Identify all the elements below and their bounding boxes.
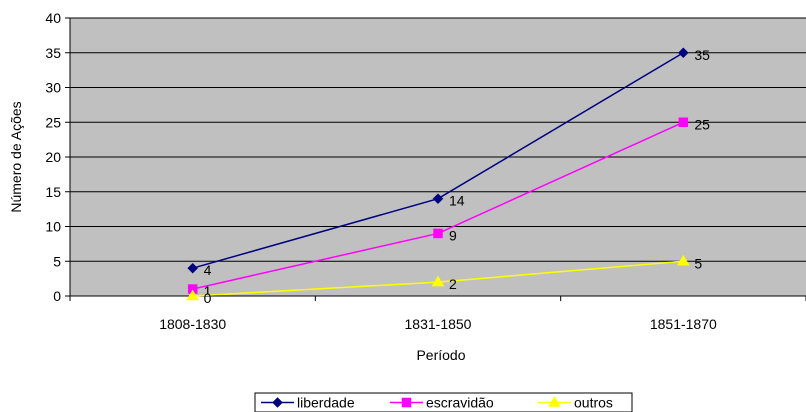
y-tick-label: 15	[45, 184, 61, 200]
y-tick-label: 35	[45, 45, 61, 61]
y-tick-label: 5	[53, 253, 61, 269]
data-label: 4	[204, 262, 212, 278]
legend: liberdade escravidão outros	[254, 392, 633, 412]
x-axis-title: Período	[416, 347, 465, 363]
y-tick-label: 30	[45, 80, 61, 96]
x-tick-label: 1808-1830	[159, 316, 226, 332]
y-axis-ticks: 0 5 10 15 20 25 30 35 40	[45, 10, 70, 304]
data-label: 1	[204, 283, 212, 299]
legend-marker	[548, 396, 561, 407]
data-point	[433, 228, 443, 239]
data-point	[678, 117, 689, 127]
data-point	[187, 262, 199, 274]
data-point	[676, 254, 690, 266]
y-tick-label: 20	[45, 149, 61, 165]
data-point	[186, 289, 200, 301]
data-point	[432, 193, 444, 205]
y-tick-label: 25	[45, 114, 61, 130]
y-tick-label: 40	[45, 10, 61, 26]
data-label: 9	[449, 227, 457, 243]
legend-marker	[272, 397, 283, 408]
data-label: 5	[694, 255, 702, 271]
y-tick-label: 0	[53, 288, 61, 304]
x-tick-label: 1851-1870	[650, 316, 717, 332]
legend-label: outros	[574, 395, 613, 411]
x-axis-ticks: 1808-1830 1831-1850 1851-1870	[69, 296, 806, 332]
data-label: 25	[694, 116, 710, 132]
data-point	[677, 47, 689, 59]
data-label: 2	[449, 276, 457, 292]
x-tick-label: 1831-1850	[405, 316, 472, 332]
data-label: 0	[204, 290, 212, 306]
data-label: 35	[694, 47, 710, 63]
data-label: 14	[449, 193, 465, 209]
y-tick-label: 10	[45, 219, 61, 235]
y-axis-title: Número de Ações	[8, 101, 24, 212]
legend-label: escravidão	[426, 395, 494, 411]
legend-marker	[401, 397, 412, 408]
legend-box	[254, 392, 633, 412]
data-point	[431, 275, 445, 287]
legend-label: liberdade	[297, 395, 355, 411]
